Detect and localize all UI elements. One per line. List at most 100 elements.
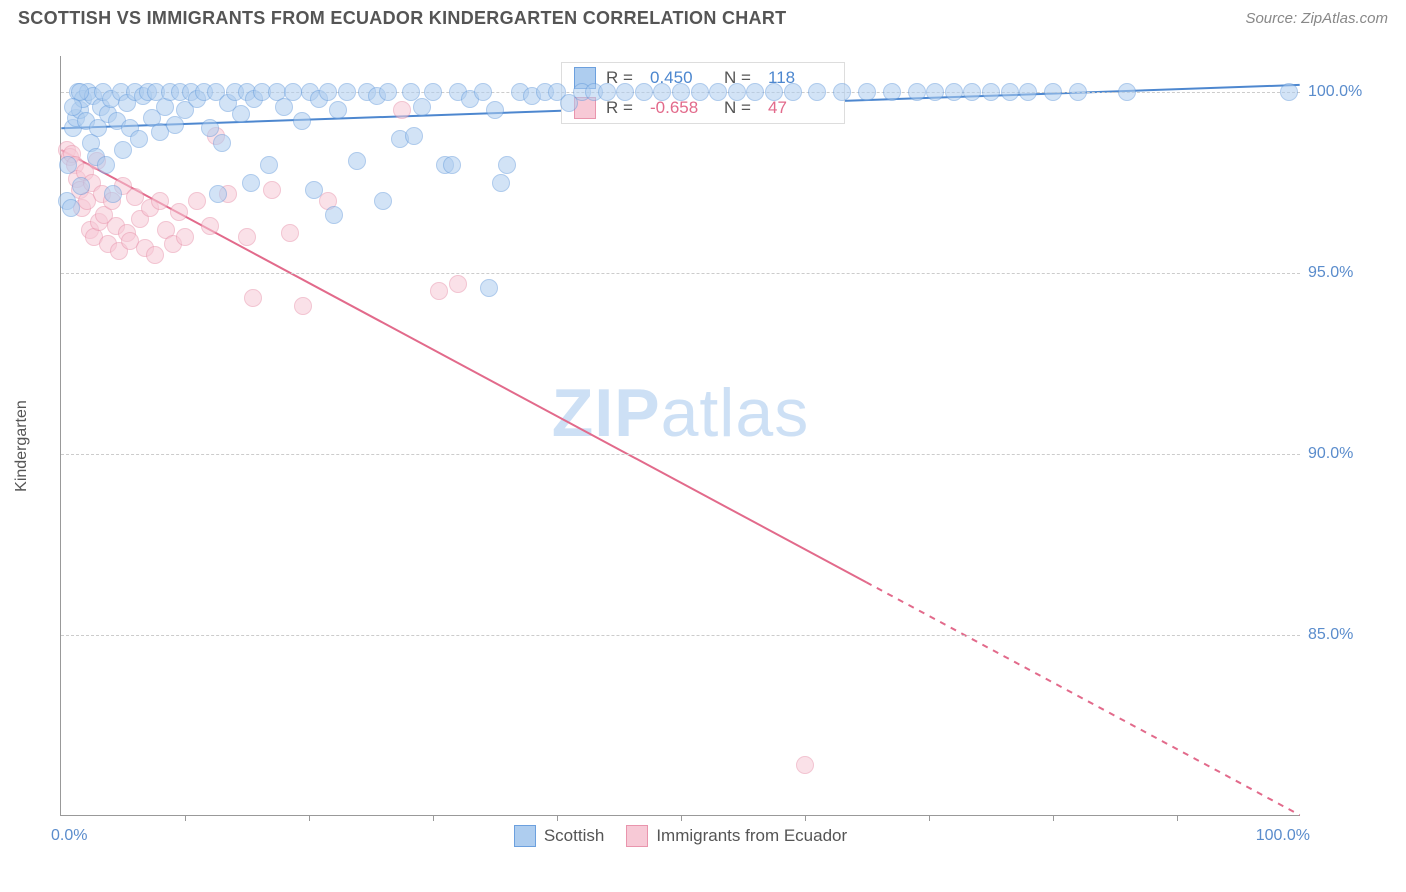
ecuador-point [151, 192, 169, 210]
scottish-point [784, 83, 802, 101]
scottish-point [486, 101, 504, 119]
ecuador-point [263, 181, 281, 199]
ecuador-point [796, 756, 814, 774]
scottish-point [443, 156, 461, 174]
scottish-point [104, 185, 122, 203]
scottish-point [59, 156, 77, 174]
scottish-point [130, 130, 148, 148]
source-label: Source: ZipAtlas.com [1245, 10, 1388, 27]
ecuador-point [393, 101, 411, 119]
scottish-point [1001, 83, 1019, 101]
scottish-point [691, 83, 709, 101]
scottish-point [498, 156, 516, 174]
ecuador-point [188, 192, 206, 210]
scottish-point [833, 83, 851, 101]
scottish-point [97, 156, 115, 174]
scottish-point [672, 83, 690, 101]
y-tick-label: 85.0% [1308, 626, 1396, 644]
scottish-point [114, 141, 132, 159]
ecuador-point [294, 297, 312, 315]
scottish-point [209, 185, 227, 203]
gridline [61, 454, 1300, 455]
scottish-point [858, 83, 876, 101]
scottish-point [728, 83, 746, 101]
scottish-point [405, 127, 423, 145]
scottish-point [480, 279, 498, 297]
scottish-point [982, 83, 1000, 101]
scottish-point [379, 83, 397, 101]
plot-area: ZIPatlas 0.0% 100.0% R = 0.450 N = 118 R… [60, 56, 1300, 816]
scottish-point [616, 83, 634, 101]
scottish-point [305, 181, 323, 199]
ecuador-point [238, 228, 256, 246]
ecuador-point [176, 228, 194, 246]
y-tick-label: 95.0% [1308, 264, 1396, 282]
x-tick-mark [1177, 815, 1178, 821]
scottish-point [293, 112, 311, 130]
legend-label-scottish: Scottish [544, 826, 604, 846]
y-axis-label: Kindergarten [13, 400, 31, 492]
scottish-point [284, 83, 302, 101]
scottish-point [413, 98, 431, 116]
y-tick-label: 100.0% [1308, 83, 1396, 101]
ecuador-point [201, 217, 219, 235]
scottish-point [329, 101, 347, 119]
scottish-point [765, 83, 783, 101]
scottish-point [963, 83, 981, 101]
scottish-point [746, 83, 764, 101]
scottish-point [260, 156, 278, 174]
scottish-point [1069, 83, 1087, 101]
scottish-point [474, 83, 492, 101]
legend-item-ecuador: Immigrants from Ecuador [626, 825, 847, 847]
scottish-point [213, 134, 231, 152]
scottish-point [62, 199, 80, 217]
scottish-point [492, 174, 510, 192]
ecuador-point [170, 203, 188, 221]
swatch-ecuador [626, 825, 648, 847]
y-tick-label: 90.0% [1308, 445, 1396, 463]
ecuador-point [146, 246, 164, 264]
scottish-point [1280, 83, 1298, 101]
n-value-ecuador: 47 [768, 98, 832, 118]
x-tick-mark [681, 815, 682, 821]
gridline [61, 273, 1300, 274]
x-tick-mark [309, 815, 310, 821]
x-tick-mark [185, 815, 186, 821]
scottish-point [653, 83, 671, 101]
scottish-point [1118, 83, 1136, 101]
x-tick-mark [805, 815, 806, 821]
scottish-point [71, 83, 89, 101]
legend-label-ecuador: Immigrants from Ecuador [656, 826, 847, 846]
scottish-point [72, 177, 90, 195]
scottish-point [709, 83, 727, 101]
swatch-scottish [514, 825, 536, 847]
ecuador-point [449, 275, 467, 293]
scottish-point [1019, 83, 1037, 101]
scottish-point [374, 192, 392, 210]
x-tick-mark [557, 815, 558, 821]
chart-title: SCOTTISH VS IMMIGRANTS FROM ECUADOR KIND… [18, 8, 786, 29]
scottish-point [926, 83, 944, 101]
ecuador-point [430, 282, 448, 300]
series-legend: Scottish Immigrants from Ecuador [61, 825, 1300, 847]
scottish-point [635, 83, 653, 101]
scottish-point [1044, 83, 1062, 101]
gridline [61, 635, 1300, 636]
scottish-point [338, 83, 356, 101]
x-tick-mark [1053, 815, 1054, 821]
scottish-point [348, 152, 366, 170]
scottish-point [319, 83, 337, 101]
scottish-point [325, 206, 343, 224]
legend-item-scottish: Scottish [514, 825, 604, 847]
scottish-point [232, 105, 250, 123]
scottish-point [424, 83, 442, 101]
scottish-point [945, 83, 963, 101]
scottish-point [242, 174, 260, 192]
scottish-point [808, 83, 826, 101]
scottish-point [883, 83, 901, 101]
x-tick-mark [433, 815, 434, 821]
scottish-point [598, 83, 616, 101]
trend-lines-layer [61, 56, 1300, 815]
ecuador-point [281, 224, 299, 242]
watermark: ZIPatlas [552, 374, 809, 452]
